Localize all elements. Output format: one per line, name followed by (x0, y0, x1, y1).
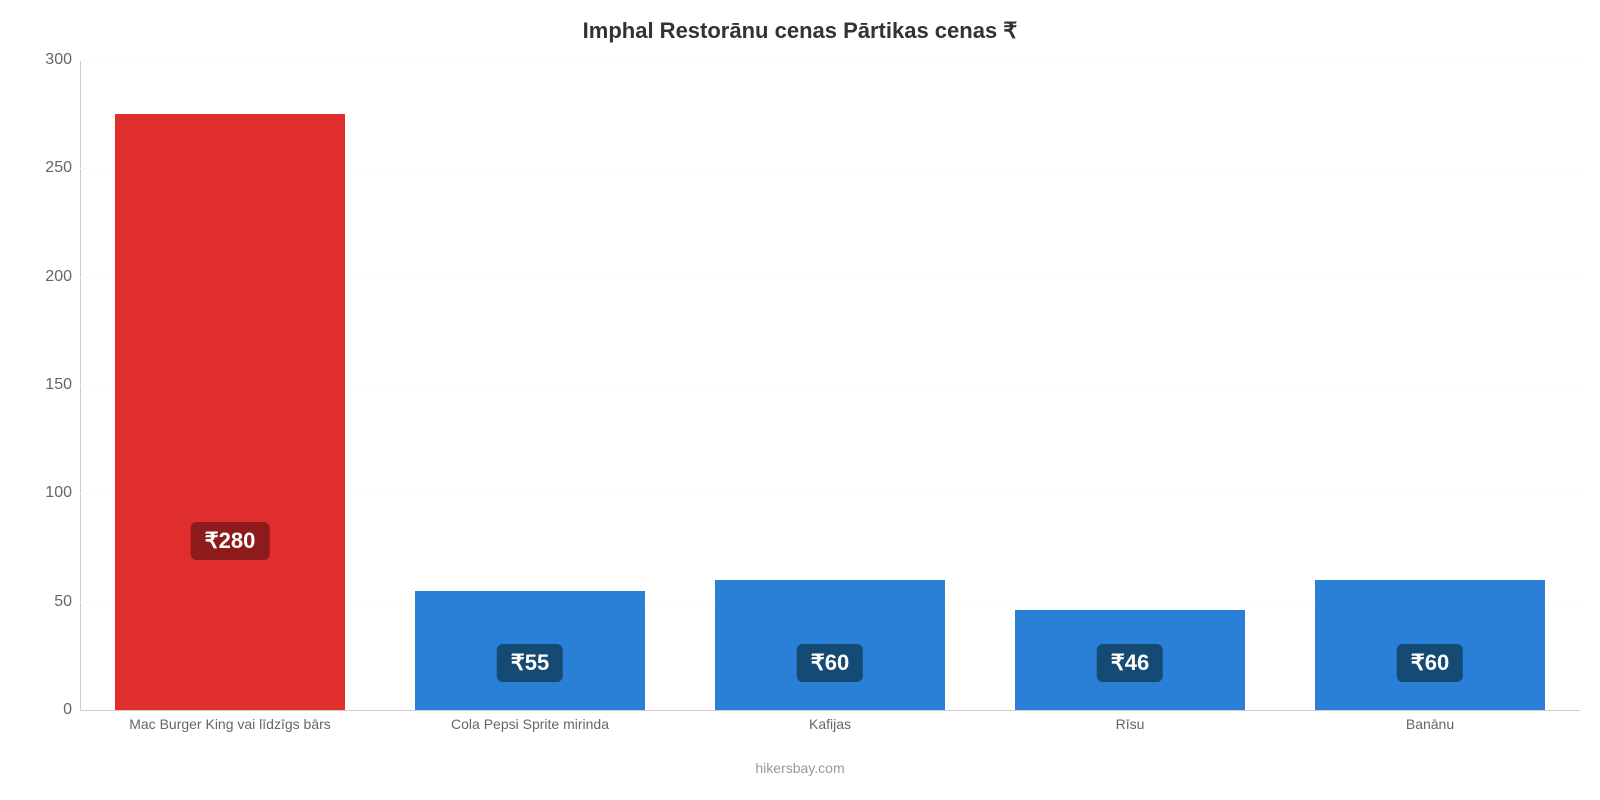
bar: ₹280 (115, 114, 345, 710)
bar: ₹55 (415, 591, 645, 710)
y-tick-label: 50 (12, 593, 72, 611)
bar-value-badge: ₹60 (797, 644, 863, 682)
bar-value-badge: ₹46 (1097, 644, 1163, 682)
y-tick-label: 200 (12, 268, 72, 286)
y-tick-label: 300 (12, 51, 72, 69)
bar-value-badge: ₹280 (191, 522, 270, 560)
y-tick-label: 250 (12, 159, 72, 177)
bar-value-badge: ₹60 (1397, 644, 1463, 682)
y-tick-label: 150 (12, 376, 72, 394)
y-tick-label: 0 (12, 701, 72, 719)
bar-value-badge: ₹55 (497, 644, 563, 682)
x-tick-label: Rīsu (1116, 716, 1145, 732)
x-tick-label: Mac Burger King vai līdzīgs bārs (129, 716, 331, 732)
chart-title: Imphal Restorānu cenas Pārtikas cenas ₹ (0, 0, 1600, 44)
source-attribution: hikersbay.com (0, 760, 1600, 776)
plot-area: ₹280 ₹55 ₹60 ₹46 ₹60 (80, 60, 1580, 710)
x-tick-label: Cola Pepsi Sprite mirinda (451, 716, 609, 732)
bar: ₹46 (1015, 610, 1245, 710)
x-axis-baseline (80, 710, 1580, 711)
bars-layer: ₹280 ₹55 ₹60 ₹46 ₹60 (80, 60, 1580, 710)
x-tick-label: Kafijas (809, 716, 851, 732)
price-bar-chart: Imphal Restorānu cenas Pārtikas cenas ₹ … (0, 0, 1600, 800)
x-tick-label: Banānu (1406, 716, 1454, 732)
bar: ₹60 (1315, 580, 1545, 710)
bar: ₹60 (715, 580, 945, 710)
y-tick-label: 100 (12, 484, 72, 502)
